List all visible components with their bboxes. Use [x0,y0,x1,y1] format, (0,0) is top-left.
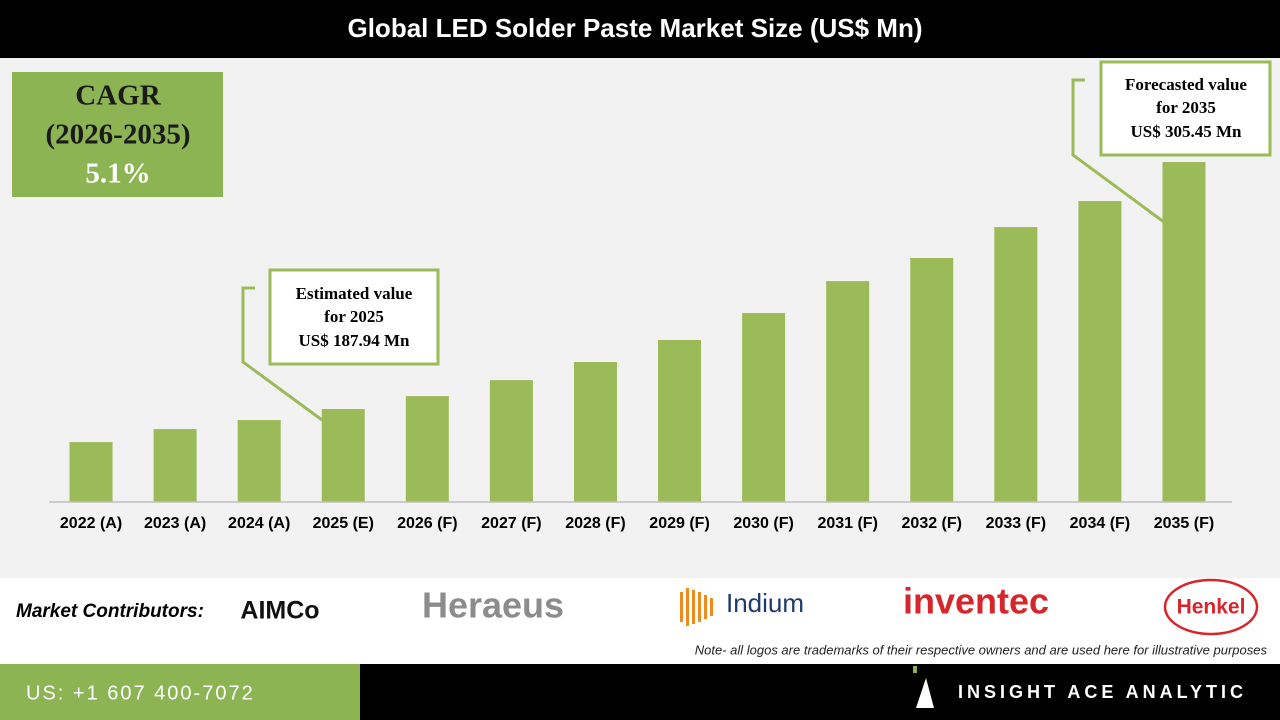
cagr-box [12,72,223,197]
callout-text: Forecasted value [1125,75,1247,94]
bar [1078,201,1122,502]
note: Note- all logos are trademarks of their … [695,642,1268,657]
logo: AIMCo [240,597,319,625]
cagr-label: CAGR [75,80,161,112]
bar [69,442,113,502]
phone-bar [0,664,360,720]
bar [994,227,1038,502]
logo: Heraeus [422,585,564,626]
bar [1162,162,1206,503]
bar [742,313,786,502]
brand-icon [916,678,934,708]
x-tick-label: 2033 (F) [986,515,1046,532]
x-tick-label: 2026 (F) [397,515,457,532]
logo: Indium [726,588,804,618]
phone: US: +1 607 400-7072 [26,682,255,704]
contributors-label: Market Contributors: [16,601,204,622]
bar [405,396,449,502]
callout-connector [241,286,323,422]
callout-text: US$ 187.94 Mn [299,331,411,350]
x-tick-label: 2022 (A) [60,515,122,532]
footer-background [0,578,1280,664]
callout-box [268,268,440,366]
x-tick-label: 2024 (A) [228,515,290,532]
callout-text: for 2035 [1156,98,1216,117]
bar [826,281,870,502]
cagr-period: (2026-2035) [46,119,191,151]
bar [573,362,617,502]
bar [658,339,702,502]
bar [489,380,533,502]
x-tick-label: 2029 (F) [649,515,709,532]
x-tick-label: 2034 (F) [1070,515,1130,532]
logo-ellipse [1163,578,1259,636]
callout-box [1099,60,1272,157]
bar [237,420,281,502]
plot-area: 2022 (A) 2023 (A) 2024 (A) 2025 (E) 2026 (F)… [60,162,1214,532]
title-bar [0,0,1280,58]
bar [321,409,365,502]
x-tick-label: 2025 (E) [313,515,374,532]
bar [153,429,197,502]
callout-connector [1071,78,1169,227]
callout-text: Estimated value [296,284,413,303]
cagr-value: 5.1% [85,158,150,190]
logo: inventec [903,581,1049,622]
logo: Henkel [1177,596,1246,619]
logo-mark [680,588,713,626]
chart-title: Global LED Solder Paste Market Size (US$… [347,13,922,43]
callout-text: for 2025 [324,307,384,326]
x-tick-label: 2031 (F) [817,515,877,532]
bar [910,257,954,502]
x-tick-label: 2028 (F) [565,515,625,532]
x-tick-label: 2023 (A) [144,515,206,532]
x-tick-label: 2027 (F) [481,515,541,532]
x-tick-label: 2035 (F) [1154,515,1214,532]
brand-icon [913,666,917,673]
x-tick-label: 2030 (F) [733,515,793,532]
x-tick-label: 2032 (F) [902,515,962,532]
brand-bar [360,664,1280,720]
callout-text: US$ 305.45 Mn [1131,122,1243,141]
brand: INSIGHT ACE ANALYTIC [958,682,1247,702]
